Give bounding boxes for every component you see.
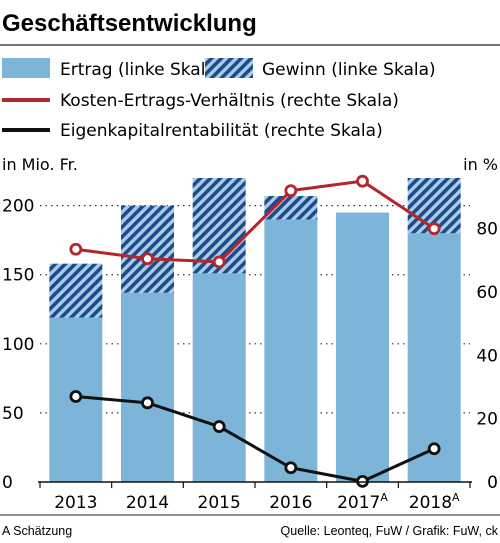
legend-label-ertrag: Ertrag (linke Skala) [60,60,222,80]
bar-ertrag [121,292,174,482]
bar-gewinn [49,263,103,318]
left-axis: in Mio. Fr. 0 50 100 150 200 [2,155,78,493]
legend-label-kosten-ertrag: Kosten-Ertrags-Verhältnis (rechte Skala) [60,91,399,111]
legend: Ertrag (linke Skala) Gewinn (linke Skala)… [2,58,436,141]
bar-ertrag [407,233,461,482]
grid [40,205,470,414]
chart-title: Geschäftsentwicklung [2,10,257,37]
right-tick-label: 20 [476,410,498,430]
category-label: 2015 [198,493,241,513]
point-kosten-ertrag [212,255,226,269]
legend-swatch-gewinn [205,58,253,78]
footnote-left: A Schätzung [2,524,72,538]
bar-ertrag [192,273,246,482]
legend-swatch-ertrag [2,58,50,78]
footnote-right: Quelle: Leonteq, FuW / Grafik: FuW, ck [281,524,499,538]
right-tick-label: 80 [476,220,498,240]
bar-ertrag [264,219,318,483]
left-axis-label: in Mio. Fr. [2,155,78,174]
category-label: 2016 [269,493,312,513]
category-label: 2014 [126,493,169,513]
right-axis-label: in % [463,155,498,174]
right-tick-label: 60 [476,283,498,303]
point-eigenkapital [427,442,441,456]
left-tick-label: 100 [2,335,34,355]
point-kosten-ertrag [69,242,83,256]
x-axis: 2013 2014 2015 2016 2017A 2018A [38,481,472,513]
legend-label-gewinn: Gewinn (linke Skala) [262,60,436,80]
left-tick-label: 0 [2,473,13,493]
right-tick-label: 0 [487,473,498,493]
bar-gewinn [121,205,174,293]
legend-label-eigenkapital: Eigenkapitalrentabilität (rechte Skala) [60,121,383,141]
category-label: 2018A [409,491,460,513]
point-kosten-ertrag [141,252,154,266]
line-kosten-ertrag [75,179,435,264]
point-kosten-ertrag [356,174,369,188]
bar-ertrag [336,212,389,482]
left-tick-label: 50 [2,404,24,424]
left-tick-label: 200 [2,197,34,217]
point-kosten-ertrag [284,184,298,198]
bars [49,178,461,483]
right-tick-label: 40 [476,346,498,366]
point-eigenkapital [284,461,298,475]
right-axis: in % 0 20 40 60 80 [463,155,498,493]
point-kosten-ertrag [427,222,441,236]
left-tick-label: 150 [2,266,34,286]
line-eigenkapital [75,395,435,483]
category-label: 2013 [54,493,97,513]
point-eigenkapital [141,396,154,410]
category-label: 2017A [337,491,388,513]
point-eigenkapital [212,420,226,433]
point-eigenkapital [69,390,83,403]
lines [69,174,441,488]
